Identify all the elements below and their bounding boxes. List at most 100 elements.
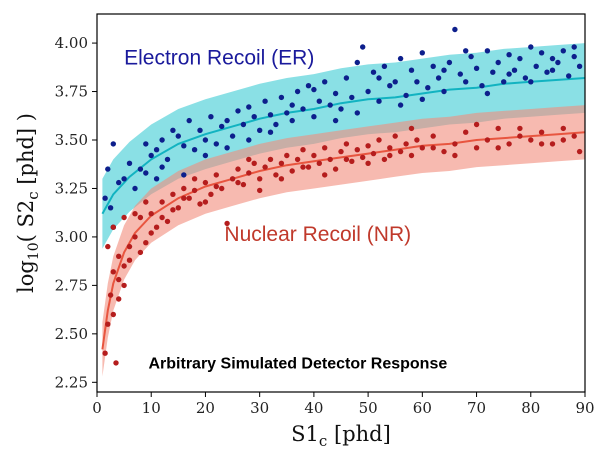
x-tick-label: 60: [413, 399, 432, 417]
series-1-point: [251, 160, 257, 166]
series-1-point: [316, 160, 322, 166]
y-tick-label: 3.50: [55, 131, 88, 149]
series-0-point: [327, 102, 333, 108]
series-0-point: [538, 50, 545, 56]
series-1-point: [102, 350, 108, 356]
series-0-point: [555, 59, 561, 66]
series-0-point: [159, 137, 165, 143]
series-1-point: [376, 137, 382, 143]
series-0-point: [300, 106, 306, 112]
series-0-point: [468, 53, 474, 60]
series-1-point: [105, 243, 111, 250]
series-0-point: [181, 172, 187, 178]
series-1-point: [560, 137, 566, 143]
series-0-point: [267, 129, 274, 135]
series-0-point: [121, 176, 127, 182]
series-1-point: [170, 207, 176, 213]
series-0-point: [159, 164, 165, 170]
series-1-point: [164, 218, 171, 225]
annotations: Electron Recoil (ER) Nuclear Recoil (NR) A…: [124, 46, 447, 372]
series-1-point: [430, 133, 436, 139]
series-0-point: [479, 83, 485, 89]
series-1-point: [452, 141, 458, 147]
series-0-point: [143, 170, 149, 176]
series-1-point: [403, 141, 409, 147]
series-1-point: [110, 224, 117, 230]
series-1-point: [289, 168, 295, 174]
series-1-point: [143, 240, 149, 246]
series-0-point: [202, 137, 209, 143]
series-0-point: [311, 86, 317, 93]
series-1-point: [257, 176, 263, 182]
series-1-point: [181, 195, 187, 201]
series-0-point: [533, 63, 539, 69]
series-0-point: [294, 88, 301, 95]
series-0-point: [311, 114, 317, 120]
series-0-median-line: [101, 77, 585, 215]
series-0-point: [490, 69, 496, 75]
data-points: [102, 26, 583, 366]
series-1-point: [116, 253, 122, 259]
series-0-point: [148, 152, 154, 159]
series-0-point: [246, 137, 252, 143]
series-0-point: [229, 133, 236, 139]
series-1-point: [126, 243, 133, 250]
series-1-point: [408, 152, 415, 159]
series-0-point: [528, 79, 534, 85]
series-0-point: [143, 141, 149, 147]
series-1-point: [186, 195, 192, 201]
x-tick-label: 40: [304, 399, 323, 417]
series-0-point: [137, 166, 144, 172]
series-1-point: [148, 211, 154, 217]
series-1-point: [113, 360, 119, 366]
series-1-point: [419, 145, 425, 151]
series-1-point: [262, 164, 268, 170]
series-0-point: [175, 133, 181, 139]
series-1-point: [175, 205, 181, 211]
series-1-point: [473, 145, 480, 151]
series-0-point: [484, 48, 491, 54]
x-axis-title: S1c [phd]: [291, 422, 391, 450]
series-0-point: [273, 121, 279, 128]
series-0-point: [463, 79, 469, 85]
series-1-point: [354, 147, 360, 153]
series-0-point: [370, 69, 377, 75]
series-0-point: [153, 176, 160, 182]
series-1-point: [392, 133, 398, 139]
series-0-point: [403, 92, 409, 99]
series-0-point: [202, 152, 209, 159]
series-0-point: [435, 75, 442, 81]
series-0-point: [397, 55, 404, 62]
series-1-point: [235, 166, 241, 172]
series-1-point: [121, 214, 127, 221]
series-0-point: [517, 55, 523, 62]
series-1-point: [327, 156, 333, 163]
series-1-point: [300, 147, 306, 153]
series-1-point: [191, 187, 198, 194]
series-0-point: [246, 104, 252, 110]
series-1-point: [430, 145, 436, 151]
series-1-point: [202, 179, 209, 186]
x-tick-label: 10: [142, 399, 161, 417]
series-0-point: [251, 114, 257, 120]
series-1-point: [159, 199, 165, 205]
series-1-point: [473, 121, 480, 128]
series-1-point: [284, 152, 290, 159]
series-1-point: [153, 224, 160, 230]
series-1-point: [332, 166, 339, 172]
series-0-point: [544, 69, 550, 75]
series-0-point: [473, 65, 480, 72]
series-0-band: [102, 43, 585, 249]
series-0-point: [560, 48, 566, 54]
series-0-point: [571, 44, 577, 50]
series-1-point: [305, 164, 312, 170]
series-1-point: [132, 234, 138, 240]
annotation-er: Electron Recoil (ER): [124, 46, 314, 69]
series-1-point: [240, 181, 247, 188]
series-1-point: [387, 145, 393, 151]
series-1-point: [495, 145, 501, 151]
series-0-point: [571, 53, 577, 60]
series-1-point: [132, 211, 138, 217]
series-0-point: [267, 112, 274, 118]
